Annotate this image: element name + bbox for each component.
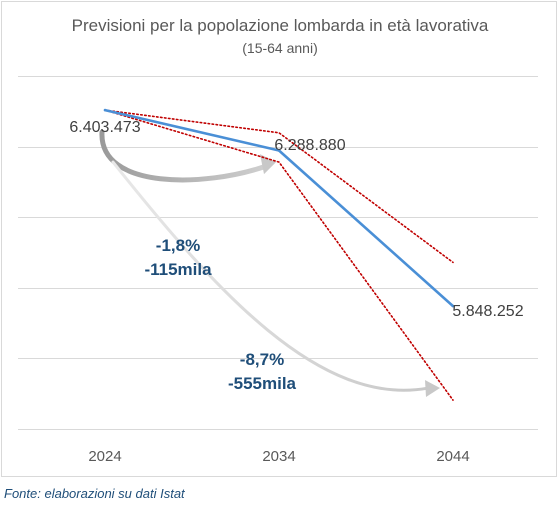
x-tick-label: 2024 xyxy=(88,448,121,465)
chart-title: Previsioni per la popolazione lombarda i… xyxy=(71,16,489,35)
gridlines xyxy=(18,76,538,430)
data-point xyxy=(451,304,455,308)
change-arrows xyxy=(99,129,440,398)
chart-frame xyxy=(1,1,557,477)
x-tick-label: 2034 xyxy=(262,448,295,465)
change-arrow-2 xyxy=(111,160,430,392)
series-lines xyxy=(103,108,455,308)
data-label: 6.288.880 xyxy=(274,137,345,154)
source-note: Fonte: elaborazioni su dati Istat xyxy=(4,486,185,501)
x-axis-ticks: 2024 2034 2044 xyxy=(88,448,469,465)
change-arrow-1 xyxy=(99,129,269,183)
line-chart: 6.403.473 6.288.880 5.848.252 2024 2034 2044… xyxy=(18,76,538,465)
annotation-abs: -115mila xyxy=(144,260,212,279)
data-label: 5.848.252 xyxy=(452,303,523,320)
data-label: 6.403.473 xyxy=(69,119,140,136)
x-tick-label: 2044 xyxy=(436,448,469,465)
range-lines xyxy=(104,109,454,401)
change-arrow-1-head xyxy=(260,154,276,175)
change-arrow-2-head xyxy=(425,380,440,398)
annotations: -1,8% -115mila -8,7% -555mila xyxy=(144,236,296,393)
range-line-lower xyxy=(104,109,454,401)
chart-subtitle: (15-64 anni) xyxy=(242,40,318,56)
annotation-pct: -8,7% xyxy=(240,350,284,369)
data-point xyxy=(103,108,107,112)
value-labels: 6.403.473 6.288.880 5.848.252 xyxy=(69,119,523,320)
annotation-abs: -555mila xyxy=(228,374,297,393)
range-line-upper xyxy=(104,109,454,264)
data-point xyxy=(277,149,281,152)
annotation-pct: -1,8% xyxy=(156,236,200,255)
